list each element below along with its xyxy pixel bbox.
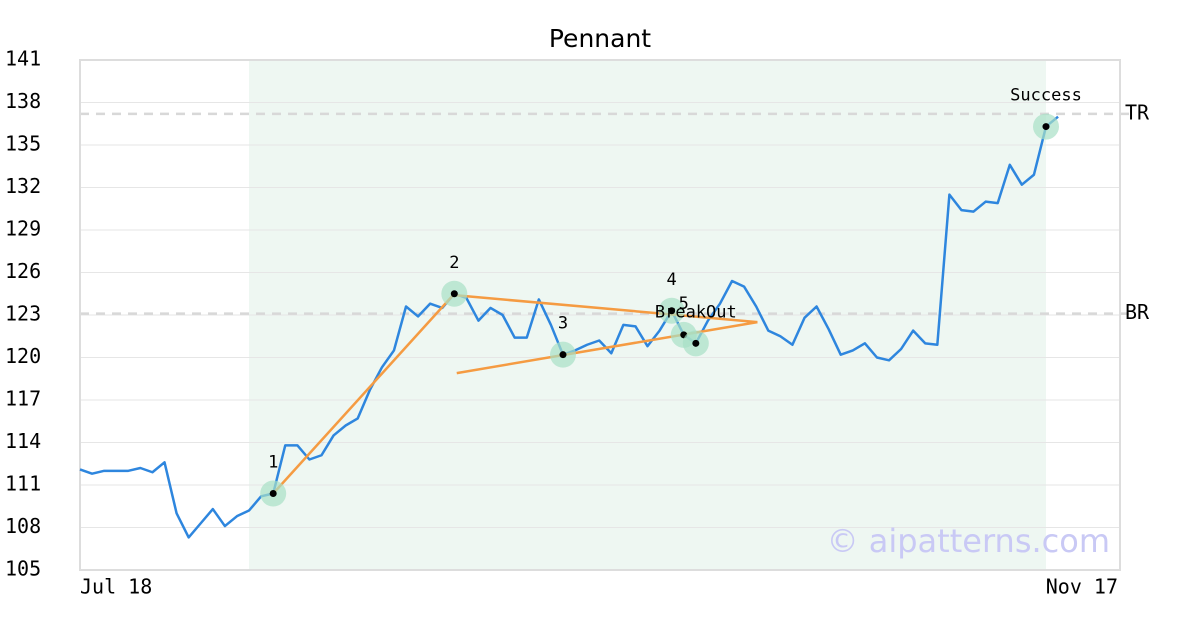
y-tick-label: 111 [5,472,41,496]
pivot-label: 3 [558,314,568,334]
plot-frame [79,59,1121,571]
pivot-dot [1042,123,1050,131]
watermark: © aipatterns.com [827,522,1110,560]
pivot-dot [668,307,676,315]
trend-line [272,292,456,495]
level-label: BR [1125,300,1150,324]
x-tick-label: Nov 17 [1046,575,1118,599]
pivot-dot [692,339,700,347]
y-tick-label: 123 [5,302,41,326]
y-tick-label: 129 [5,217,41,241]
y-tick-label: 120 [5,344,41,368]
pivot-dot [450,290,458,298]
y-tick-label: 114 [5,429,41,453]
pivot-label: Success [1010,86,1082,106]
pivot-dot [269,490,277,497]
pivot-dot [559,351,567,359]
y-tick-label: 126 [5,259,41,283]
pivot-label: 1 [268,453,278,473]
trend-line [456,320,758,375]
pivot-label: 2 [449,253,459,273]
pivot-label: BreakOut [655,302,737,322]
pivot-label: 4 [667,270,677,290]
x-tick-label: Jul 18 [80,575,152,599]
chart-title: Pennant [549,24,651,53]
pivot-label: 5 [679,294,689,314]
y-tick-label: 117 [5,387,41,411]
y-tick-label: 105 [5,557,41,581]
y-tick-label: 141 [5,47,41,71]
y-tick-label: 138 [5,89,41,113]
y-tick-label: 135 [5,132,41,156]
y-tick-label: 132 [5,174,41,198]
trend-line [454,293,758,324]
y-tick-label: 108 [5,514,41,538]
level-label: TR [1125,100,1150,124]
